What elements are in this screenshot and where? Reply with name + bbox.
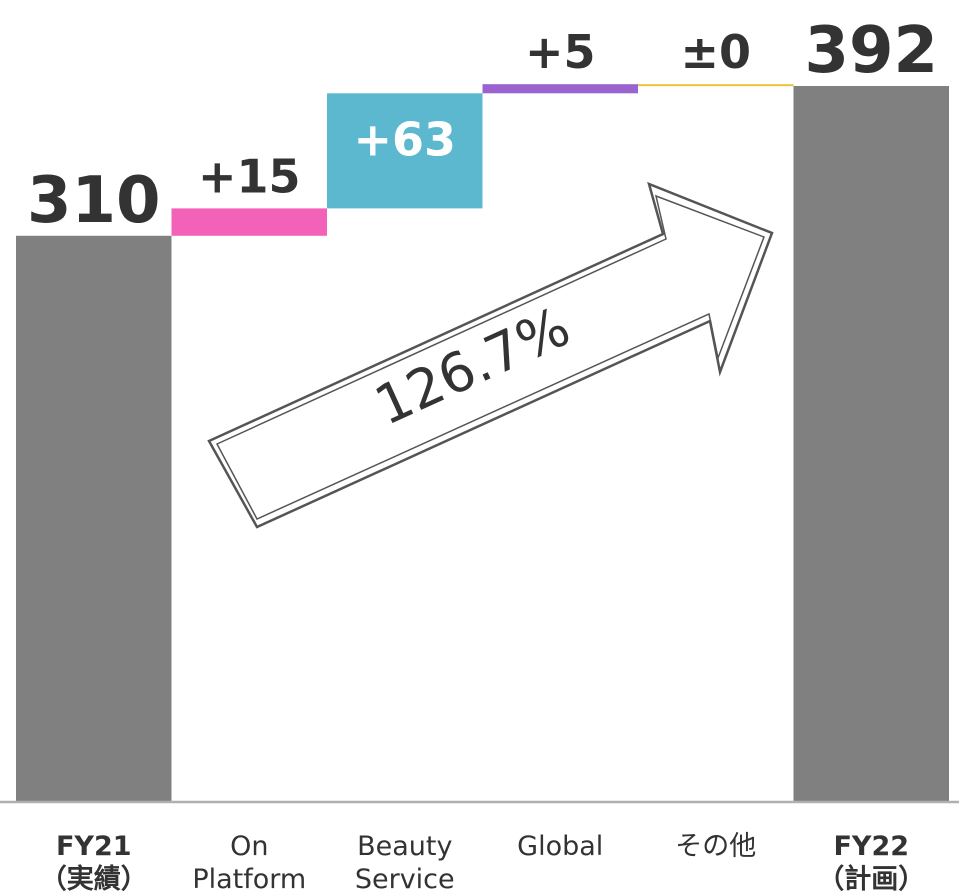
bar-5 xyxy=(793,86,949,802)
bar-1 xyxy=(171,208,327,236)
category-label-4: その他 xyxy=(675,831,756,862)
bar-2 xyxy=(327,93,483,209)
value-label-2: +63 xyxy=(353,112,456,166)
labels-layer: 310 +15 +63 +5 ±0 392 xyxy=(27,14,938,238)
category-label-0: FY21 （実績） xyxy=(40,831,148,892)
bar-0 xyxy=(16,235,172,802)
category-label-5: FY22 （計画） xyxy=(817,831,925,892)
value-label-0: 310 xyxy=(27,164,161,238)
bar-4 xyxy=(638,84,794,87)
category-label-3: Global xyxy=(517,831,603,862)
category-label-1: On Platform xyxy=(192,831,306,892)
category-labels: FY21 （実績） On Platform Beauty Service Global その他… xyxy=(40,831,926,892)
bar-3 xyxy=(482,84,638,94)
value-label-5: 392 xyxy=(804,14,938,88)
growth-arrow-outer xyxy=(207,181,774,529)
value-label-3: +5 xyxy=(525,25,596,79)
category-label-2: Beauty Service xyxy=(355,831,455,892)
value-label-4: ±0 xyxy=(680,25,751,79)
growth-arrow-inner xyxy=(215,194,765,520)
value-label-1: +15 xyxy=(198,149,301,203)
bars-layer xyxy=(16,84,949,802)
